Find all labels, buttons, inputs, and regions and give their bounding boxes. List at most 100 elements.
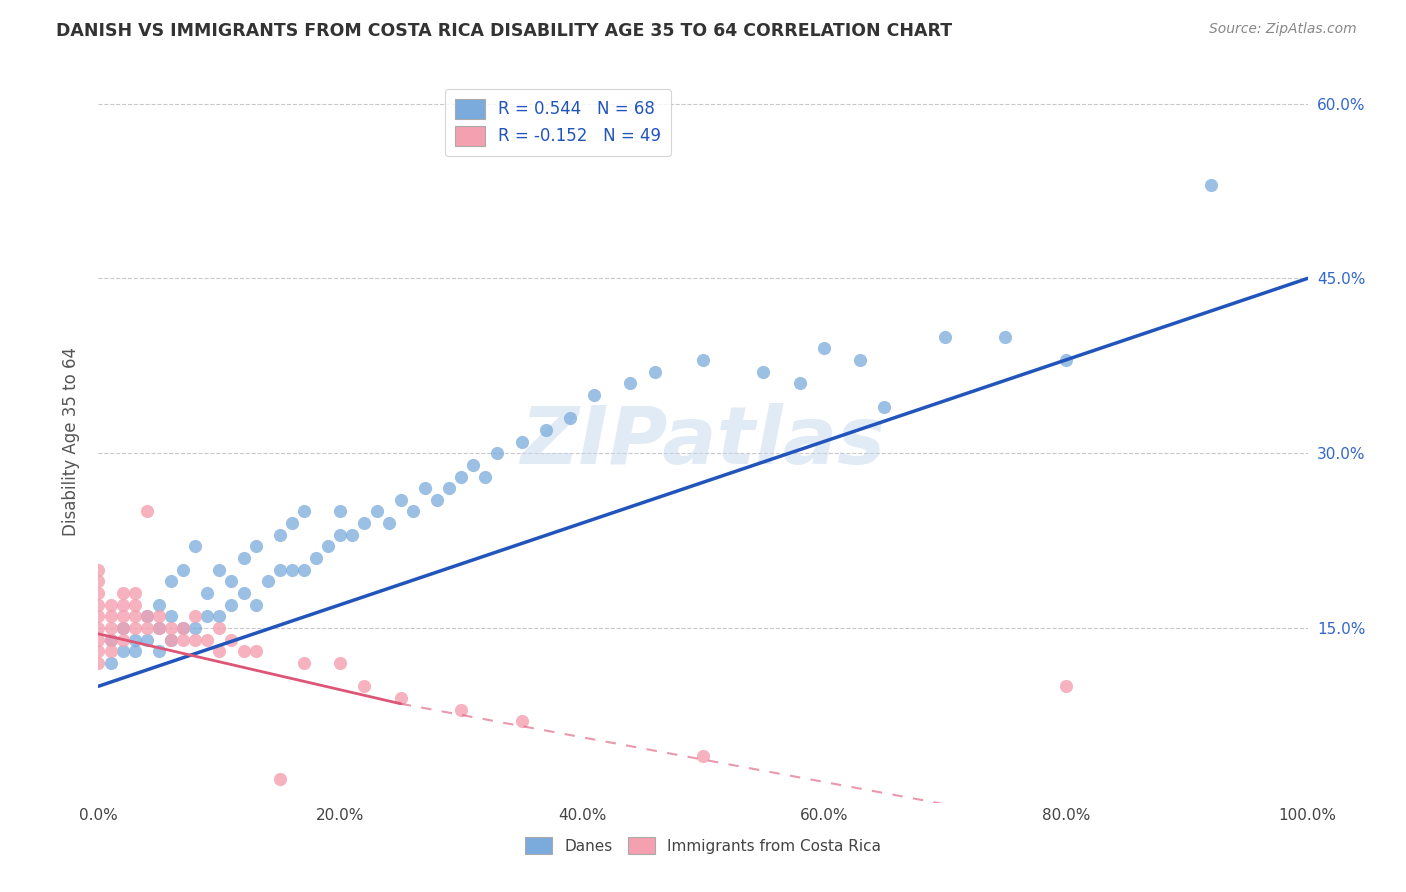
- Legend: Danes, Immigrants from Costa Rica: Danes, Immigrants from Costa Rica: [519, 831, 887, 860]
- Point: [87, 586, 110, 600]
- Point: [1054, 353, 1077, 368]
- Point: [195, 609, 218, 624]
- Point: [510, 714, 533, 729]
- Point: [87, 598, 110, 612]
- Point: [692, 353, 714, 368]
- Point: [100, 621, 122, 635]
- Point: [292, 656, 315, 670]
- Point: [172, 621, 194, 635]
- Point: [644, 365, 666, 379]
- Point: [269, 772, 291, 787]
- Point: [463, 458, 485, 472]
- Point: [172, 632, 194, 647]
- Point: [450, 469, 472, 483]
- Point: [100, 609, 122, 624]
- Point: [111, 632, 134, 647]
- Point: [172, 563, 194, 577]
- Point: [184, 621, 207, 635]
- Point: [100, 632, 122, 647]
- Point: [100, 656, 122, 670]
- Point: [534, 423, 557, 437]
- Point: [87, 644, 110, 658]
- Point: [486, 446, 509, 460]
- Point: [195, 632, 218, 647]
- Point: [135, 632, 157, 647]
- Point: [124, 644, 146, 658]
- Point: [160, 574, 183, 589]
- Y-axis label: Disability Age 35 to 64: Disability Age 35 to 64: [62, 347, 80, 536]
- Point: [232, 644, 254, 658]
- Point: [558, 411, 581, 425]
- Point: [342, 528, 364, 542]
- Text: ZIPatlas: ZIPatlas: [520, 402, 886, 481]
- Point: [100, 644, 122, 658]
- Point: [148, 621, 170, 635]
- Point: [221, 598, 243, 612]
- Point: [100, 632, 122, 647]
- Point: [450, 702, 472, 716]
- Point: [692, 749, 714, 764]
- Point: [160, 609, 183, 624]
- Point: [329, 504, 352, 518]
- Point: [789, 376, 811, 391]
- Point: [111, 644, 134, 658]
- Point: [208, 621, 231, 635]
- Point: [135, 621, 157, 635]
- Point: [111, 621, 134, 635]
- Point: [934, 329, 956, 343]
- Text: Source: ZipAtlas.com: Source: ZipAtlas.com: [1209, 22, 1357, 37]
- Point: [232, 551, 254, 566]
- Point: [87, 609, 110, 624]
- Point: [281, 563, 304, 577]
- Point: [281, 516, 304, 530]
- Point: [87, 621, 110, 635]
- Point: [402, 504, 425, 518]
- Point: [208, 609, 231, 624]
- Point: [172, 621, 194, 635]
- Point: [583, 388, 606, 402]
- Point: [329, 528, 352, 542]
- Point: [256, 574, 278, 589]
- Point: [849, 353, 872, 368]
- Point: [87, 563, 110, 577]
- Point: [221, 632, 243, 647]
- Point: [195, 586, 218, 600]
- Point: [111, 621, 134, 635]
- Point: [87, 632, 110, 647]
- Point: [184, 632, 207, 647]
- Point: [124, 609, 146, 624]
- Point: [994, 329, 1017, 343]
- Point: [329, 656, 352, 670]
- Point: [111, 598, 134, 612]
- Point: [245, 540, 267, 554]
- Point: [316, 540, 339, 554]
- Point: [305, 551, 328, 566]
- Point: [245, 598, 267, 612]
- Point: [148, 598, 170, 612]
- Point: [124, 586, 146, 600]
- Point: [873, 400, 896, 414]
- Point: [752, 365, 775, 379]
- Point: [184, 540, 207, 554]
- Point: [100, 598, 122, 612]
- Point: [160, 632, 183, 647]
- Text: DANISH VS IMMIGRANTS FROM COSTA RICA DISABILITY AGE 35 TO 64 CORRELATION CHART: DANISH VS IMMIGRANTS FROM COSTA RICA DIS…: [56, 22, 952, 40]
- Point: [111, 586, 134, 600]
- Point: [1054, 679, 1077, 693]
- Point: [160, 632, 183, 647]
- Point: [87, 656, 110, 670]
- Point: [474, 469, 496, 483]
- Point: [148, 621, 170, 635]
- Point: [135, 609, 157, 624]
- Point: [389, 690, 412, 705]
- Point: [245, 644, 267, 658]
- Point: [292, 504, 315, 518]
- Point: [510, 434, 533, 449]
- Point: [135, 609, 157, 624]
- Point: [124, 632, 146, 647]
- Point: [111, 609, 134, 624]
- Point: [148, 609, 170, 624]
- Point: [353, 679, 375, 693]
- Point: [135, 504, 157, 518]
- Point: [269, 528, 291, 542]
